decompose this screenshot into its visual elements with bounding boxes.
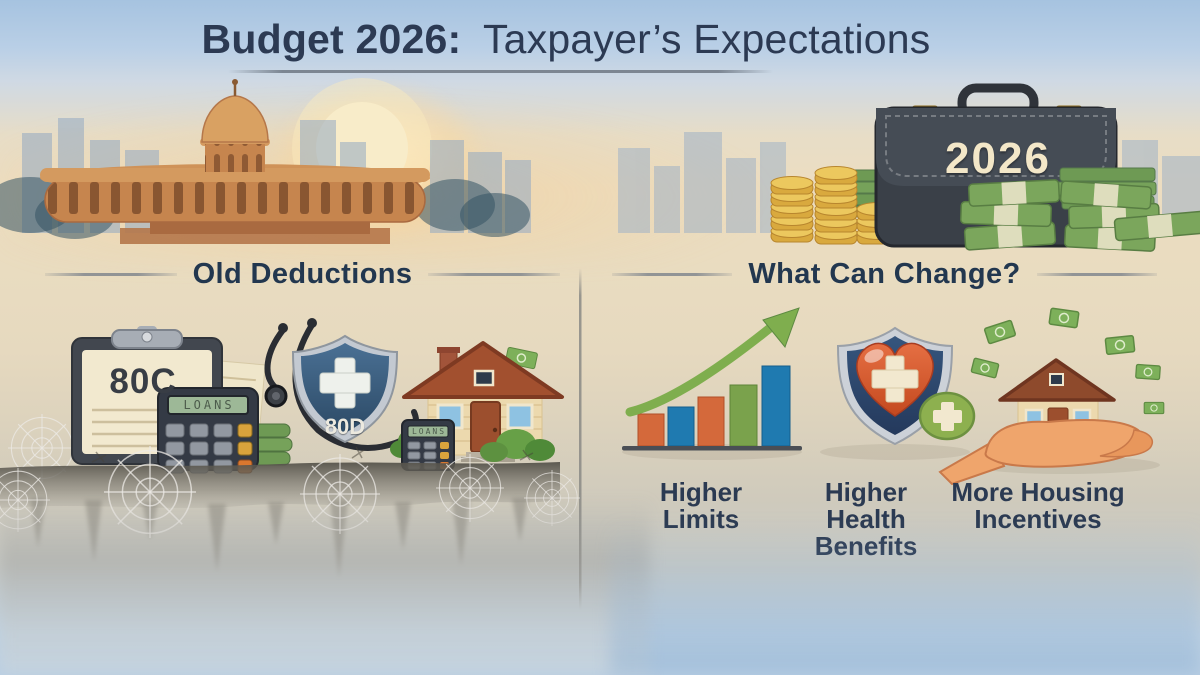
section-divider [579, 268, 582, 610]
cobweb-icon [435, 453, 505, 523]
plus-badge-icon [918, 391, 976, 441]
cobweb-icon [523, 469, 581, 527]
calculator-small-display: LOANS [411, 427, 447, 436]
label-higher-limits: Higher Limits [626, 479, 776, 533]
money-stacks-icon [959, 167, 1200, 253]
clipboard-80c-label: 80C [109, 362, 177, 401]
calculator-icon [157, 387, 259, 474]
header-rule [45, 273, 177, 276]
eroded-ledge [0, 445, 581, 578]
header-rule [612, 273, 733, 276]
header-rule [428, 273, 561, 276]
shield-80d-label: 80D [324, 414, 366, 439]
label-line: Limits [662, 504, 740, 534]
briefcase-year-label: 2026 [945, 134, 1051, 183]
hand-holding-house-icon [938, 307, 1165, 486]
label-line: Higher [659, 477, 743, 507]
parliament-building-icon [40, 79, 430, 244]
drips [30, 498, 528, 578]
page-title: Budget 2026: Taxpayer’s Expectations [0, 16, 1132, 63]
right-section-header: What Can Change? [612, 258, 1158, 291]
label-more-housing-incentives: More Housing Incentives [950, 479, 1126, 533]
calculator-display: LOANS [183, 398, 235, 412]
grass-scribbles [91, 446, 534, 463]
medical-cross-icon [319, 357, 371, 409]
shield-80d-icon [291, 334, 399, 444]
right-section-heading: What Can Change? [748, 258, 1021, 290]
briefcase-icon [874, 83, 1118, 248]
up-arrow-icon [625, 323, 775, 417]
title-regular: Taxpayer’s Expectations [482, 16, 931, 62]
header-rule [1036, 273, 1158, 276]
open-hand-icon [938, 419, 1154, 486]
label-line: Health Benefits [814, 504, 918, 561]
label-line: Higher [824, 477, 908, 507]
label-line: Incentives [974, 504, 1102, 534]
briefcase-money-group [770, 83, 1200, 253]
heart-shield-icon [820, 326, 976, 460]
cobweb-icon [299, 453, 381, 535]
label-higher-health-benefits: Higher Health Benefits [786, 479, 946, 560]
growth-bar-chart-icon [622, 307, 802, 460]
title-underline [228, 70, 773, 73]
left-section-heading: Old Deductions [192, 258, 413, 290]
medical-cross-icon [871, 355, 919, 403]
label-line: More Housing [951, 477, 1125, 507]
left-section-header: Old Deductions [45, 258, 561, 291]
title-bold: Budget 2026: [201, 16, 462, 62]
